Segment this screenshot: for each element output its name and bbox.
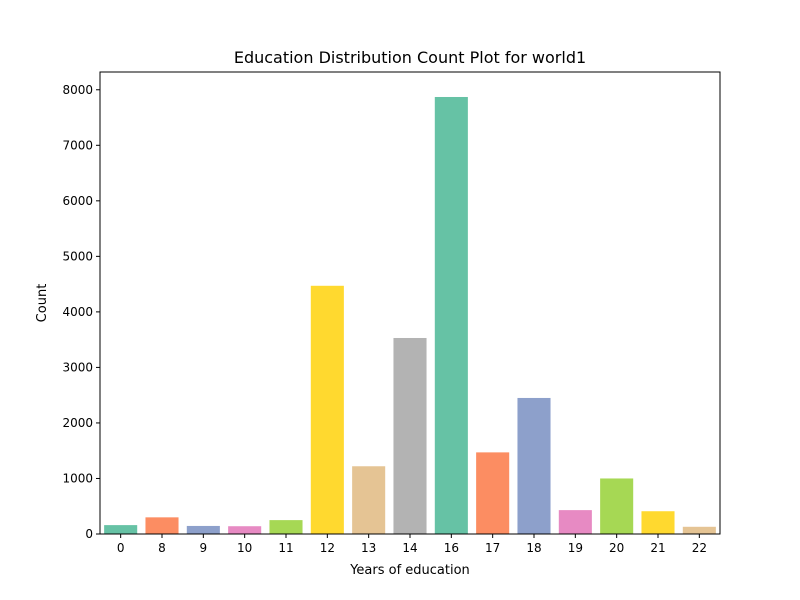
y-tick-label: 7000 xyxy=(62,138,93,152)
x-tick-label: 22 xyxy=(692,541,707,555)
x-tick-label: 18 xyxy=(526,541,541,555)
x-tick-label: 8 xyxy=(158,541,166,555)
bar-17 xyxy=(476,452,510,534)
x-tick-label: 0 xyxy=(117,541,125,555)
x-ticks-group: 0 8 9 10 11 12 13 14 16 17 18 19 20 21 22 xyxy=(117,534,707,555)
x-tick-label: 20 xyxy=(609,541,624,555)
plot-frame xyxy=(99,71,721,535)
y-axis-label: Count xyxy=(35,284,50,323)
x-tick-label: 11 xyxy=(278,541,293,555)
y-tick-label: 1000 xyxy=(62,471,93,485)
y-tick-label: 2000 xyxy=(62,416,93,430)
y-ticks-group: 0 1000 2000 3000 4000 5000 6000 7000 8000 xyxy=(62,83,100,541)
bar-21 xyxy=(641,511,675,534)
x-tick-label: 19 xyxy=(568,541,583,555)
bar-0 xyxy=(104,525,138,534)
bar-11 xyxy=(269,520,303,534)
bars-group xyxy=(104,96,716,535)
y-tick-label: 4000 xyxy=(62,305,93,319)
bar-10 xyxy=(228,526,262,534)
bar-19 xyxy=(558,510,592,534)
x-tick-label: 9 xyxy=(200,541,208,555)
x-tick-label: 14 xyxy=(402,541,417,555)
x-tick-label: 16 xyxy=(444,541,459,555)
x-tick-label: 13 xyxy=(361,541,376,555)
bar-8 xyxy=(145,517,179,534)
x-tick-label: 10 xyxy=(237,541,252,555)
y-tick-label: 5000 xyxy=(62,249,93,263)
x-tick-label: 12 xyxy=(320,541,335,555)
bar-9 xyxy=(186,525,220,534)
x-tick-label: 21 xyxy=(650,541,665,555)
bar-12 xyxy=(310,285,344,534)
bar-22 xyxy=(682,526,716,534)
bar-16 xyxy=(434,96,468,535)
chart-title: Education Distribution Count Plot for wo… xyxy=(234,48,586,67)
y-tick-label: 6000 xyxy=(62,194,93,208)
bar-14 xyxy=(393,337,427,534)
y-tick-label: 0 xyxy=(85,527,93,541)
x-axis-label: Years of education xyxy=(349,563,470,578)
x-tick-label: 17 xyxy=(485,541,500,555)
bar-20 xyxy=(600,478,634,534)
y-tick-label: 3000 xyxy=(62,360,93,374)
y-tick-label: 8000 xyxy=(62,83,93,97)
bar-18 xyxy=(517,397,551,534)
bar-13 xyxy=(352,466,386,534)
